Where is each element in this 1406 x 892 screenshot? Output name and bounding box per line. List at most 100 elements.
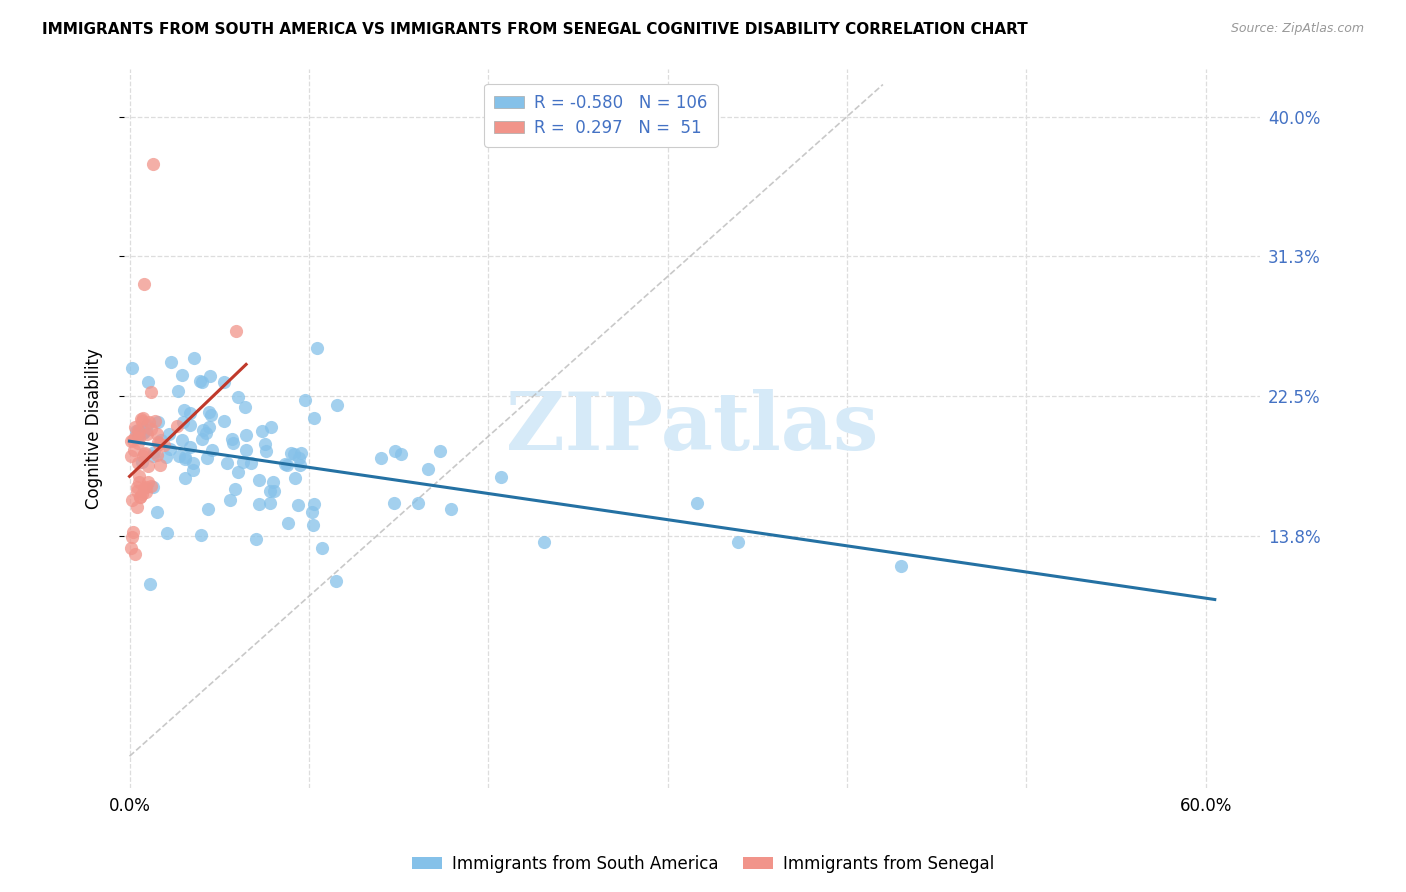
- Point: [235, 428, 257, 442]
- Point: [136, 475, 159, 490]
- Point: [131, 455, 153, 469]
- Point: [418, 462, 440, 476]
- Point: [190, 528, 212, 542]
- Point: [191, 375, 214, 389]
- Point: [188, 374, 211, 388]
- Point: [142, 157, 165, 171]
- Point: [221, 432, 243, 446]
- Point: [127, 500, 149, 514]
- Point: [145, 426, 167, 441]
- Point: [173, 403, 195, 417]
- Point: [262, 475, 284, 490]
- Point: [120, 449, 142, 463]
- Point: [382, 496, 405, 510]
- Point: [259, 483, 281, 498]
- Point: [181, 456, 204, 470]
- Point: [129, 412, 152, 426]
- Point: [533, 535, 555, 549]
- Point: [146, 435, 169, 450]
- Point: [170, 433, 193, 447]
- Point: [132, 481, 155, 495]
- Point: [294, 392, 316, 407]
- Point: [125, 480, 148, 494]
- Point: [228, 465, 250, 479]
- Point: [135, 484, 157, 499]
- Point: [274, 457, 297, 471]
- Point: [143, 414, 166, 428]
- Point: [228, 390, 250, 404]
- Point: [136, 458, 159, 473]
- Point: [181, 463, 204, 477]
- Point: [247, 498, 270, 512]
- Point: [174, 452, 197, 467]
- Point: [132, 425, 155, 440]
- Point: [124, 420, 146, 434]
- Point: [240, 456, 263, 470]
- Point: [155, 450, 177, 464]
- Point: [131, 414, 153, 428]
- Point: [136, 376, 159, 390]
- Point: [179, 406, 201, 420]
- Point: [174, 450, 197, 464]
- Point: [225, 324, 247, 338]
- Point: [685, 496, 707, 510]
- Point: [127, 423, 149, 437]
- Point: [120, 434, 142, 448]
- Point: [232, 455, 254, 469]
- Point: [370, 451, 392, 466]
- Point: [440, 501, 463, 516]
- Point: [384, 443, 406, 458]
- Point: [302, 517, 325, 532]
- Point: [305, 341, 328, 355]
- Text: Source: ZipAtlas.com: Source: ZipAtlas.com: [1230, 22, 1364, 36]
- Point: [132, 449, 155, 463]
- Point: [245, 532, 267, 546]
- Point: [172, 415, 194, 429]
- Point: [132, 277, 155, 292]
- Legend: Immigrants from South America, Immigrants from Senegal: Immigrants from South America, Immigrant…: [405, 848, 1001, 880]
- Point: [167, 384, 190, 398]
- Point: [311, 541, 333, 555]
- Point: [149, 433, 172, 447]
- Point: [170, 368, 193, 382]
- Point: [200, 369, 222, 384]
- Point: [143, 445, 166, 459]
- Point: [128, 490, 150, 504]
- Point: [325, 398, 347, 412]
- Point: [124, 443, 146, 458]
- Point: [153, 438, 176, 452]
- Point: [139, 422, 162, 436]
- Point: [198, 405, 221, 419]
- Point: [146, 505, 169, 519]
- Point: [235, 442, 257, 457]
- Point: [287, 498, 309, 512]
- Point: [128, 425, 150, 439]
- Point: [222, 435, 245, 450]
- Point: [131, 487, 153, 501]
- Point: [132, 410, 155, 425]
- Point: [148, 436, 170, 450]
- Point: [325, 574, 347, 589]
- Point: [254, 443, 277, 458]
- Point: [120, 541, 142, 555]
- Point: [250, 424, 273, 438]
- Point: [217, 456, 239, 470]
- Point: [287, 450, 309, 465]
- Point: [389, 447, 412, 461]
- Point: [141, 384, 163, 399]
- Point: [135, 480, 157, 494]
- Point: [195, 426, 218, 441]
- Point: [491, 470, 513, 484]
- Point: [183, 351, 205, 365]
- Point: [166, 418, 188, 433]
- Point: [253, 437, 276, 451]
- Point: [125, 424, 148, 438]
- Point: [200, 408, 222, 422]
- Point: [136, 426, 159, 441]
- Point: [132, 447, 155, 461]
- Text: ZIPatlas: ZIPatlas: [506, 390, 877, 467]
- Point: [212, 376, 235, 390]
- Point: [277, 516, 299, 530]
- Point: [173, 470, 195, 484]
- Point: [160, 354, 183, 368]
